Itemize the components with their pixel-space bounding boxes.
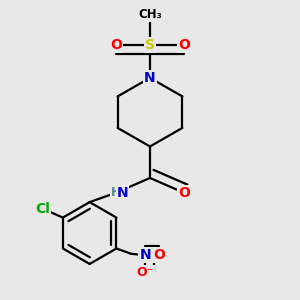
Text: CH₃: CH₃ <box>138 8 162 21</box>
Text: O: O <box>110 38 122 52</box>
Text: O: O <box>154 248 165 262</box>
Text: N: N <box>144 71 156 85</box>
Text: S: S <box>145 38 155 52</box>
Text: O: O <box>178 186 190 200</box>
Text: O: O <box>178 38 190 52</box>
Text: O⁻: O⁻ <box>136 266 154 279</box>
Text: N: N <box>140 248 151 262</box>
Text: H: H <box>111 186 121 199</box>
Text: Cl: Cl <box>35 202 50 216</box>
Text: N: N <box>117 186 128 200</box>
